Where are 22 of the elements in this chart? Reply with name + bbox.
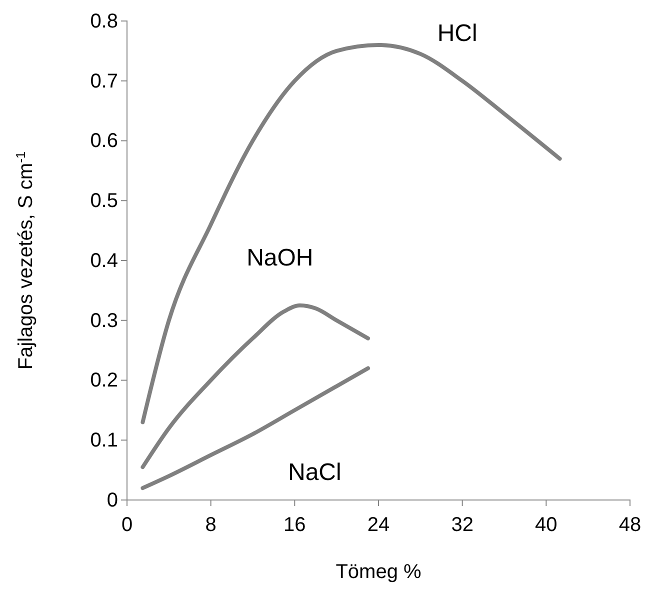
x-tick-label: 48 <box>618 514 642 536</box>
line-series <box>140 42 562 424</box>
x-tick-label: 24 <box>367 514 390 536</box>
y-tick-label: 0.2 <box>90 370 118 392</box>
y-tick-label: 0.1 <box>90 430 118 452</box>
series-label: HCl <box>437 20 478 47</box>
y-tick-label: 0.7 <box>90 70 118 92</box>
y-tick-label: 0.4 <box>90 250 118 272</box>
y-tick-label: 0 <box>106 489 118 512</box>
y-tick-label: 0.8 <box>90 10 118 32</box>
x-tick-label: 0 <box>121 514 133 536</box>
x-axis-title: Tömeg % <box>336 561 422 583</box>
series-label: NaOH <box>246 244 314 272</box>
x-tick-label: 40 <box>535 514 558 536</box>
line-series <box>140 366 370 490</box>
y-tick-label: 0.5 <box>90 190 118 212</box>
x-tick-label: 32 <box>451 514 474 536</box>
y-tick-label: 0.6 <box>90 130 118 152</box>
x-tick-label: 16 <box>284 514 306 536</box>
y-tick-label: 0.3 <box>90 310 118 332</box>
x-tick-label: 8 <box>205 514 216 536</box>
series-label: NaCl <box>288 459 342 486</box>
